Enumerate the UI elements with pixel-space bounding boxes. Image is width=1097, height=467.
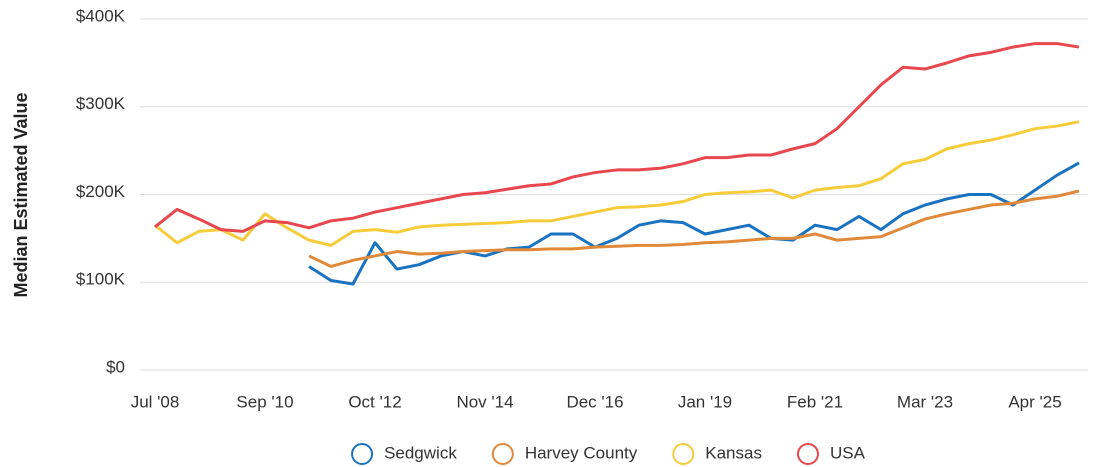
y-tick-label: $0 — [106, 357, 125, 376]
series-line — [154, 120, 1080, 247]
y-tick-label: $400K — [76, 6, 126, 25]
legend-marker — [796, 443, 819, 465]
x-tick-label: Apr '25 — [1008, 392, 1061, 411]
series-line — [308, 161, 1080, 286]
y-tick-label: $300K — [76, 94, 126, 113]
x-tick-label: Dec '16 — [566, 392, 623, 411]
x-tick-label: Sep '10 — [236, 392, 293, 411]
y-tick-label: $200K — [76, 182, 126, 201]
x-tick-label: Mar '23 — [897, 392, 953, 411]
legend-label: Sedgwick — [384, 443, 457, 462]
y-axis-label: Median Estimated Value — [11, 92, 31, 297]
x-tick-label: Jan '19 — [678, 392, 732, 411]
series-line — [154, 42, 1080, 233]
legend-marker — [351, 443, 374, 465]
legend-label: USA — [830, 443, 866, 462]
legend-label: Kansas — [705, 443, 762, 462]
legend-marker — [491, 443, 514, 465]
y-tick-label: $100K — [76, 270, 126, 289]
legend-marker — [672, 443, 695, 465]
x-tick-label: Oct '12 — [348, 392, 401, 411]
series-line — [308, 189, 1080, 268]
x-tick-label: Feb '21 — [787, 392, 843, 411]
x-tick-label: Nov '14 — [456, 392, 513, 411]
legend-label: Harvey County — [525, 443, 638, 462]
x-tick-label: Jul '08 — [131, 392, 180, 411]
